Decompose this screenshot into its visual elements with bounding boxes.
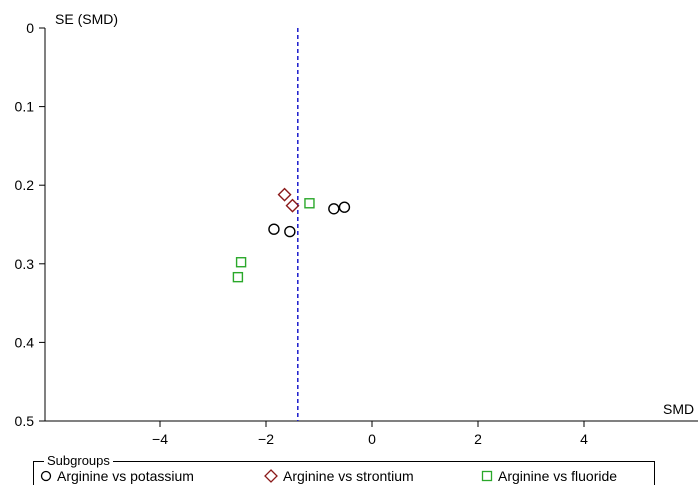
point-diamond — [277, 187, 292, 202]
point-square — [304, 198, 315, 209]
y-tick-label: 0.3 — [15, 256, 35, 272]
diamond-marker-icon — [264, 469, 278, 483]
circle-marker-icon — [40, 470, 52, 482]
y-ticks: 0 0.1 0.2 0.3 0.4 0.5 — [15, 20, 45, 429]
y-tick-label: 0 — [26, 20, 34, 36]
legend: Subgroups Arginine vs potassium Arginine… — [33, 453, 655, 485]
point-circle — [268, 223, 280, 235]
axes — [44, 28, 698, 422]
legend-label-fluoride: Arginine vs fluoride — [498, 468, 618, 484]
data-points — [232, 187, 351, 283]
point-circle — [284, 225, 296, 238]
point-square — [235, 257, 247, 268]
square-marker-icon — [481, 470, 493, 482]
x-tick-label: −4 — [152, 431, 168, 447]
point-circle — [328, 203, 340, 215]
point-circle — [338, 201, 351, 213]
legend-item-potassium: Arginine vs potassium — [40, 468, 194, 484]
x-tick-label: 4 — [580, 431, 588, 447]
legend-label-potassium: Arginine vs potassium — [57, 468, 194, 484]
y-axis-label: SE (SMD) — [55, 11, 118, 27]
legend-item-strontium: Arginine vs strontium — [264, 468, 414, 484]
x-axis-label: SMD — [663, 401, 694, 417]
legend-title: Subgroups — [44, 453, 113, 468]
legend-item-fluoride: Arginine vs fluoride — [481, 468, 617, 484]
y-tick-label: 0.1 — [15, 99, 35, 115]
y-tick-label: 0.5 — [15, 413, 35, 429]
x-ticks: −4 −2 0 2 4 — [152, 421, 588, 447]
point-square — [232, 271, 244, 283]
point-diamond — [285, 198, 300, 213]
y-tick-label: 0.4 — [15, 334, 35, 350]
y-tick-label: 0.2 — [15, 177, 35, 193]
x-tick-label: 2 — [474, 431, 482, 447]
x-tick-label: −2 — [258, 431, 274, 447]
x-tick-label: 0 — [368, 431, 376, 447]
legend-label-strontium: Arginine vs strontium — [283, 468, 414, 484]
